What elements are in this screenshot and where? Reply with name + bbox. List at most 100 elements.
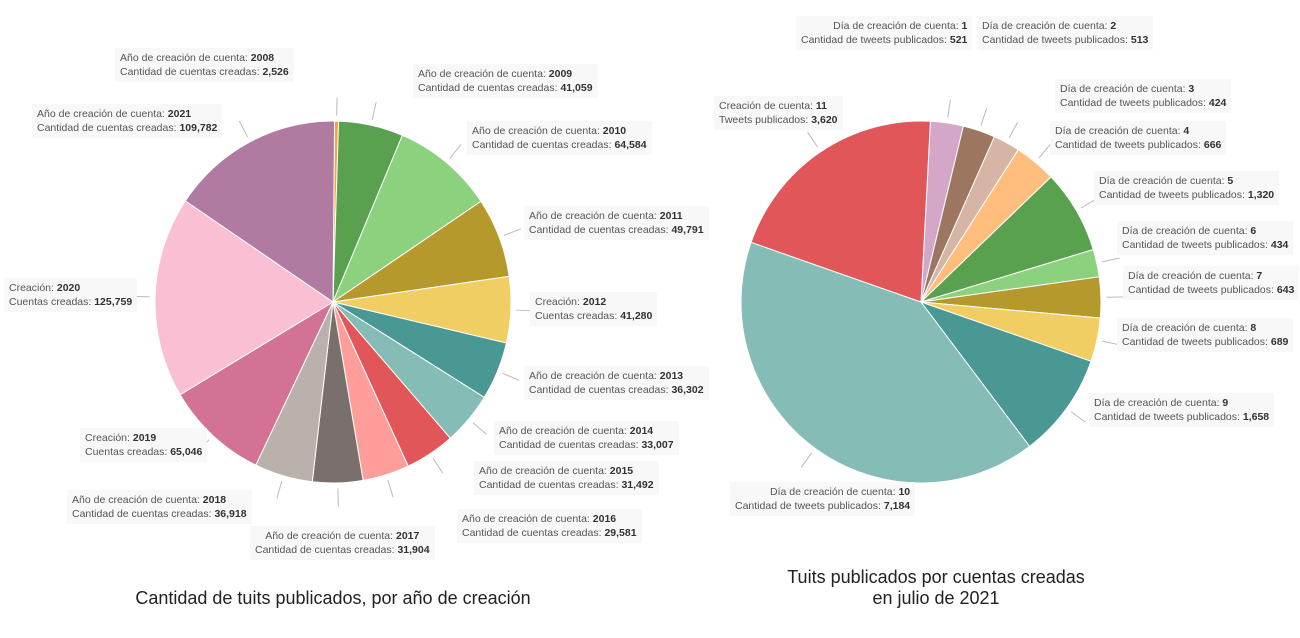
label-measure-name: Cuentas creadas: (85, 446, 171, 458)
label-line-1: Día de creación de cuenta: 5 (1099, 174, 1274, 188)
label-line-2: Cantidad de cuentas creadas: 31,492 (479, 478, 654, 492)
label-line-1: Año de creación de cuenta: 2008 (120, 51, 289, 65)
label-measure-value: 1,320 (1247, 189, 1275, 201)
label-line-2: Cantidad de cuentas creadas: 33,007 (499, 438, 674, 452)
pie-slice-2010[interactable] (331, 134, 482, 304)
data-label-2016: Año de creación de cuenta: 2016 Cantidad … (457, 509, 642, 543)
label-key-value: 8 (1250, 322, 1257, 334)
label-key-name: Año de creación de cuenta: (529, 370, 660, 382)
label-measure-name: Cantidad de cuentas creadas: (529, 384, 672, 396)
label-measure-name: Cantidad de cuentas creadas: (472, 139, 615, 151)
data-label-3: Día de creación de cuenta: 3 Cantidad de … (1055, 79, 1232, 113)
label-measure-name: Cantidad de tweets publicados: (1122, 239, 1271, 251)
label-line-2: Cantidad de cuentas creadas: 36,918 (72, 507, 247, 521)
leader-line (502, 372, 520, 381)
label-measure-name: Cantidad de tweets publicados: (801, 34, 950, 46)
label-key-name: Año de creación de cuenta: (120, 52, 251, 64)
leader-line (1038, 143, 1051, 159)
leader-line (800, 452, 813, 468)
pie-slice-2021[interactable] (184, 120, 336, 303)
label-key-value: 3 (1188, 83, 1195, 95)
label-key-name: Día de creación de cuenta: (982, 20, 1111, 32)
label-line-1: Creación: 2020 (9, 281, 132, 295)
label-key-name: Año de creación de cuenta: (37, 108, 168, 120)
leader-line (387, 479, 394, 498)
label-line-2: Cantidad de cuentas creadas: 41,059 (418, 81, 593, 95)
label-measure-name: Cantidad de tweets publicados: (735, 500, 884, 512)
label-line-1: Día de creación de cuenta: 1 (801, 19, 967, 33)
label-line-2: Cantidad de tweets publicados: 521 (801, 33, 967, 47)
label-line-2: Cantidad de tweets publicados: 1,658 (1094, 410, 1269, 424)
label-line-1: Día de creación de cuenta: 2 (982, 19, 1148, 33)
label-key-name: Día de creación de cuenta: (1055, 125, 1184, 137)
label-key-value: 2014 (629, 425, 654, 437)
label-line-2: Cuentas creadas: 125,759 (9, 295, 132, 309)
leader-line (472, 422, 487, 435)
data-label-2011: Año de creación de cuenta: 2011 Cantidad … (524, 206, 709, 240)
data-label-7: Día de creación de cuenta: 7 Cantidad de … (1123, 266, 1300, 300)
label-line-2: Cantidad de cuentas creadas: 49,791 (529, 223, 704, 237)
label-line-1: Día de creación de cuenta: 8 (1122, 321, 1288, 335)
leader-line (1101, 257, 1120, 263)
data-label-2008: Año de creación de cuenta: 2008 Cantidad … (115, 48, 294, 82)
data-label-2010: Año de creación de cuenta: 2010 Cantidad … (467, 121, 652, 155)
label-line-1: Día de creación de cuenta: 6 (1122, 224, 1288, 238)
label-measure-name: Cantidad de tweets publicados: (982, 34, 1131, 46)
label-line-2: Cantidad de cuentas creadas: 109,782 (37, 121, 217, 135)
label-measure-name: Tweets publicados: (719, 114, 812, 126)
label-line-2: Cantidad de cuentas creadas: 2,526 (120, 65, 289, 79)
data-label-8: Día de creación de cuenta: 8 Cantidad de … (1117, 318, 1294, 352)
pie-slice-11[interactable] (750, 120, 931, 303)
label-line-1: Año de creación de cuenta: 2021 (37, 107, 217, 121)
label-measure-name: Cantidad de cuentas creadas: (72, 508, 215, 520)
label-line-1: Año de creación de cuenta: 2009 (418, 67, 593, 81)
label-line-1: Año de creación de cuenta: 2011 (529, 209, 704, 223)
label-line-2: Cantidad de cuentas creadas: 31,904 (255, 543, 430, 557)
pie-slice-10[interactable] (740, 241, 1031, 484)
label-key-name: Creación: (535, 296, 583, 308)
label-line-1: Creación de cuenta: 11 (719, 99, 838, 113)
label-measure-value: 31,492 (621, 479, 654, 491)
label-line-2: Cuentas creadas: 65,046 (85, 445, 202, 459)
pie-chart-by-year (131, 97, 534, 507)
label-key-value: 4 (1183, 125, 1190, 137)
leader-line (276, 480, 283, 499)
label-key-value: 2015 (609, 465, 634, 477)
label-measure-value: 31,904 (397, 544, 430, 556)
pie-slice-2019[interactable] (179, 300, 335, 466)
label-measure-name: Cantidad de cuentas creadas: (418, 82, 561, 94)
label-key-value: 6 (1250, 225, 1257, 237)
pie-slice-2020[interactable] (154, 200, 334, 396)
label-line-2: Cantidad de tweets publicados: 513 (982, 33, 1148, 47)
label-key-name: Creación de cuenta: (719, 100, 816, 112)
label-key-name: Creación: (9, 282, 57, 294)
label-line-2: Cantidad de tweets publicados: 424 (1060, 96, 1226, 110)
label-measure-name: Cantidad de tweets publicados: (1122, 336, 1271, 348)
pie-slice-9[interactable] (919, 300, 1092, 448)
label-line-1: Creación: 2019 (85, 431, 202, 445)
label-measure-value: 49,791 (671, 224, 704, 236)
label-measure-name: Cantidad de tweets publicados: (1060, 97, 1209, 109)
label-line-2: Cantidad de cuentas creadas: 64,584 (472, 138, 647, 152)
label-key-name: Año de creación de cuenta: (418, 68, 549, 80)
label-key-name: Día de creación de cuenta: (1099, 175, 1228, 187)
label-key-value: 2018 (202, 494, 227, 506)
label-key-value: 2021 (167, 108, 192, 120)
label-measure-name: Cantidad de tweets publicados: (1128, 284, 1277, 296)
label-measure-value: 41,059 (560, 82, 593, 94)
label-line-2: Cantidad de tweets publicados: 434 (1122, 238, 1288, 252)
label-measure-value: 424 (1208, 97, 1227, 109)
label-key-value: 1 (961, 20, 968, 32)
label-measure-value: 36,918 (214, 508, 247, 520)
leader-line (1070, 411, 1086, 423)
label-key-value: 2016 (592, 513, 617, 525)
label-line-2: Cuentas creadas: 41,280 (535, 309, 652, 323)
label-key-value: 10 (898, 486, 911, 498)
leader-line (371, 102, 377, 121)
label-line-2: Cantidad de tweets publicados: 666 (1055, 138, 1221, 152)
label-key-name: Año de creación de cuenta: (72, 494, 203, 506)
label-line-2: Cantidad de cuentas creadas: 36,302 (529, 383, 704, 397)
label-key-value: 2019 (132, 432, 157, 444)
chart-title-right: Tuits publicados por cuentas creadas en … (736, 567, 1136, 609)
label-key-value: 2020 (56, 282, 81, 294)
